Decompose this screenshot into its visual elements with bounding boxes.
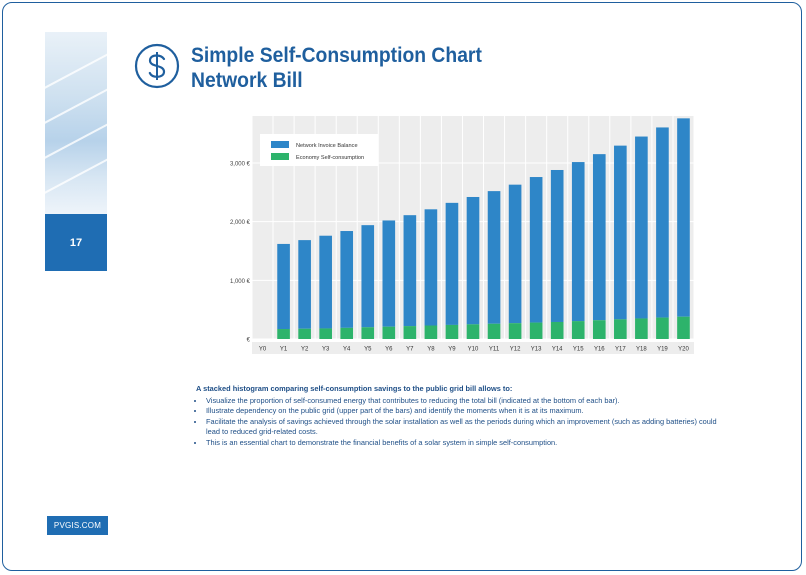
- bar-economy-self-consumption: [319, 328, 332, 339]
- bar-network-invoice: [424, 209, 438, 326]
- description-heading: A stacked histogram comparing self-consu…: [196, 384, 513, 393]
- dollar-icon: [134, 43, 180, 89]
- bar-network-invoice: [614, 145, 627, 320]
- bar-economy-self-consumption: [614, 319, 627, 339]
- bar-network-invoice: [529, 177, 543, 323]
- description-list: Visualize the proportion of self-consume…: [196, 396, 726, 449]
- bar-network-invoice: [635, 136, 648, 319]
- description-bullet: Visualize the proportion of self-consume…: [205, 396, 726, 407]
- bar-economy-self-consumption: [424, 325, 438, 339]
- x-tick-label: Y12: [510, 347, 521, 353]
- bar-economy-self-consumption: [677, 316, 690, 339]
- description-bullet: This is an essential chart to demonstrat…: [205, 438, 726, 449]
- bar-economy-self-consumption: [550, 321, 564, 339]
- y-tick-label: 1,000 €: [230, 279, 251, 285]
- description-bullet: Facilitate the analysis of savings achie…: [205, 417, 726, 438]
- y-tick-label: 3,000 €: [230, 161, 251, 167]
- description-bullet: Illustrate dependency on the public grid…: [205, 406, 726, 417]
- bar-economy-self-consumption: [298, 328, 311, 339]
- x-tick-label: Y11: [489, 347, 500, 353]
- bar-network-invoice: [487, 191, 501, 324]
- title-line-1: Simple Self-Consumption Chart: [191, 44, 482, 67]
- bar-economy-self-consumption: [656, 317, 669, 339]
- y-tick-label: 2,000 €: [230, 220, 251, 226]
- title-line-2: Network Bill: [191, 69, 303, 92]
- bar-network-invoice: [445, 202, 459, 325]
- x-tick-label: Y16: [594, 347, 605, 353]
- bar-economy-self-consumption: [445, 324, 459, 339]
- x-axis-band: [252, 342, 694, 354]
- bar-network-invoice: [340, 231, 354, 328]
- bar-economy-self-consumption: [382, 326, 396, 339]
- bar-economy-self-consumption: [466, 324, 480, 339]
- x-tick-label: Y0: [259, 347, 267, 353]
- x-tick-label: Y5: [364, 347, 372, 353]
- legend-label-network-invoice: Network Invoice Balance: [296, 143, 358, 149]
- legend-swatch-economy: [271, 153, 289, 160]
- bar-economy-self-consumption: [592, 320, 606, 339]
- x-tick-label: Y7: [406, 347, 414, 353]
- site-badge[interactable]: PVGIS.COM: [47, 516, 108, 535]
- bar-economy-self-consumption: [361, 327, 375, 339]
- x-tick-label: Y8: [427, 347, 435, 353]
- x-tick-label: Y17: [615, 347, 626, 353]
- bar-network-invoice: [677, 118, 690, 317]
- page-title: Simple Self-Consumption Chart Network Bi…: [191, 43, 482, 93]
- stacked-bar-chart: €1,000 € 2,000 € 3,000 € Y0 Y1 Y2 Y3 Y4 Y5 Y6 Y7 Y8…: [230, 116, 695, 354]
- bar-network-invoice: [656, 127, 669, 318]
- bar-economy-self-consumption: [571, 321, 585, 339]
- x-tick-label: Y10: [468, 347, 479, 353]
- x-tick-label: Y13: [531, 347, 542, 353]
- x-tick-label: Y14: [552, 347, 563, 353]
- bar-network-invoice: [319, 235, 332, 329]
- bar-network-invoice: [508, 184, 522, 324]
- x-tick-label: Y6: [385, 347, 393, 353]
- x-tick-label: Y3: [322, 347, 330, 353]
- bar-network-invoice: [382, 220, 396, 327]
- bar-economy-self-consumption: [635, 318, 648, 339]
- x-tick-label: Y19: [657, 347, 668, 353]
- bar-network-invoice: [277, 243, 290, 330]
- bar-network-invoice: [361, 225, 375, 328]
- description: A stacked histogram comparing self-consu…: [196, 384, 726, 448]
- legend-box: [260, 134, 378, 166]
- y-tick-label: €: [247, 338, 251, 344]
- bar-economy-self-consumption: [403, 326, 417, 339]
- legend-label-economy: Economy Self-consumption: [296, 155, 364, 161]
- page-number: 17: [45, 214, 107, 271]
- bar-network-invoice: [592, 154, 606, 321]
- bar-network-invoice: [466, 196, 480, 325]
- x-tick-label: Y4: [343, 347, 351, 353]
- x-tick-label: Y18: [636, 347, 647, 353]
- bar-economy-self-consumption: [277, 329, 290, 339]
- x-tick-label: Y1: [280, 347, 288, 353]
- bar-network-invoice: [403, 215, 417, 327]
- x-tick-label: Y20: [678, 347, 689, 353]
- x-tick-label: Y9: [448, 347, 456, 353]
- bar-network-invoice: [550, 169, 564, 322]
- bar-network-invoice: [298, 240, 311, 329]
- bar-economy-self-consumption: [508, 323, 522, 339]
- x-tick-label: Y15: [573, 347, 584, 353]
- solar-panel-image: [45, 32, 107, 214]
- bar-economy-self-consumption: [529, 322, 543, 339]
- bar-economy-self-consumption: [487, 323, 501, 339]
- bar-network-invoice: [571, 162, 585, 322]
- bar-economy-self-consumption: [340, 327, 354, 339]
- legend-swatch-network-invoice: [271, 141, 289, 148]
- x-tick-label: Y2: [301, 347, 309, 353]
